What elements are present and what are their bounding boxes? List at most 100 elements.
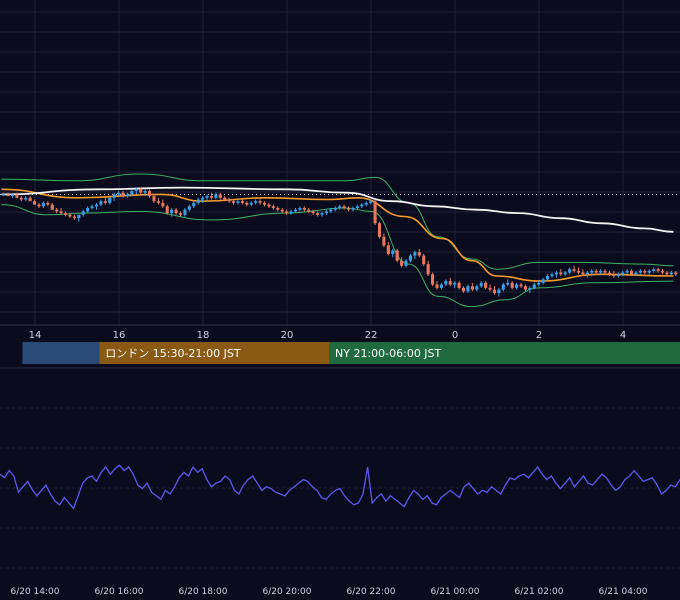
candle-body	[72, 216, 76, 219]
candle-body	[59, 211, 63, 214]
candle-body	[324, 211, 328, 214]
candle-body	[621, 272, 625, 275]
candle-body	[660, 270, 665, 273]
candle-body	[267, 204, 271, 207]
price-x-tick-label: 20	[281, 330, 294, 341]
candle-body	[232, 201, 236, 203]
candle-body	[285, 211, 289, 214]
candle-body	[497, 289, 501, 293]
candle-body	[576, 270, 581, 273]
candle-body	[108, 197, 112, 203]
candle-body	[15, 194, 19, 198]
candle-body	[227, 199, 231, 202]
price-x-axis: 14 16 18 20 22 0 2 4	[29, 330, 627, 341]
candle-body	[461, 287, 466, 292]
candle-body	[541, 279, 545, 283]
candle-body	[254, 201, 258, 203]
session-bar: ロンドン 15:30-21:00 JST NY 21:00-06:00 JST	[22, 342, 680, 364]
price-panel	[0, 0, 680, 325]
session-label: NY 21:00-06:00 JST	[335, 347, 442, 360]
candle-body	[479, 282, 483, 287]
candlestick-series	[2, 187, 678, 297]
candle-body	[143, 191, 147, 193]
candle-body	[262, 202, 267, 205]
candle-body	[625, 270, 629, 273]
candle-body	[125, 194, 129, 197]
candle-body	[19, 197, 23, 200]
candle-body	[408, 255, 413, 261]
candle-body	[475, 286, 479, 290]
candle-body	[435, 284, 439, 288]
candle-body	[448, 281, 452, 285]
candle-body	[240, 201, 244, 203]
candle-body	[391, 250, 395, 254]
candle-body	[99, 201, 103, 205]
candle-body	[523, 286, 527, 290]
candle-body	[55, 209, 59, 212]
candle-body	[6, 194, 10, 197]
price-x-tick-label: 16	[113, 330, 126, 341]
candle-body	[311, 211, 315, 214]
candle-body	[612, 274, 616, 276]
candle-body	[50, 204, 54, 210]
candle-body	[139, 189, 143, 193]
candle-body	[453, 282, 457, 285]
candle-body	[68, 214, 72, 217]
candle-body	[342, 206, 346, 208]
date-x-tick-label: 6/20 20:00	[262, 587, 311, 597]
moving-average-short-line	[1, 188, 674, 282]
candle-body	[506, 282, 510, 285]
candle-body	[63, 213, 68, 215]
candle-body	[24, 197, 28, 200]
candle-body	[669, 272, 673, 275]
candle-body	[510, 282, 514, 288]
candle-body	[121, 192, 125, 197]
candle-body	[94, 204, 99, 207]
candle-body	[209, 196, 214, 198]
candle-body	[457, 282, 461, 288]
candle-body	[147, 191, 152, 197]
candle-body	[470, 286, 474, 290]
candle-body	[37, 204, 41, 207]
candle-body	[674, 272, 678, 275]
candle-body	[484, 282, 488, 288]
candle-body	[364, 202, 368, 205]
candle-body	[183, 209, 187, 215]
candle-body	[590, 270, 594, 273]
candle-body	[665, 272, 669, 275]
candle-body	[603, 270, 607, 273]
date-x-tick-label: 6/20 14:00	[10, 587, 59, 597]
candle-body	[130, 191, 134, 195]
candle-body	[196, 199, 200, 203]
candle-body	[249, 202, 253, 205]
candle-body	[338, 206, 342, 208]
oscillator-grid	[0, 367, 680, 569]
candle-body	[214, 194, 218, 198]
candle-body	[568, 269, 572, 273]
candle-body	[545, 276, 550, 280]
candle-body	[351, 208, 355, 210]
oscillator-line	[0, 464, 680, 510]
candle-body	[152, 196, 156, 202]
candle-body	[643, 270, 647, 273]
candle-body	[103, 201, 107, 203]
candle-body	[386, 245, 390, 254]
candle-body	[488, 287, 492, 290]
candle-body	[431, 274, 435, 285]
candle-body	[156, 201, 160, 203]
candle-body	[205, 196, 209, 198]
candle-body	[400, 260, 404, 266]
candle-body	[81, 211, 85, 215]
candle-body	[86, 208, 90, 212]
candle-body	[117, 192, 121, 195]
candle-body	[33, 201, 37, 205]
candle-body	[630, 270, 634, 275]
candle-body	[634, 272, 638, 275]
candle-body	[245, 202, 249, 205]
oscillator-series	[0, 464, 680, 510]
candle-body	[444, 281, 448, 285]
candle-body	[355, 206, 359, 208]
price-x-tick-label: 0	[452, 330, 458, 341]
candle-body	[165, 206, 169, 214]
